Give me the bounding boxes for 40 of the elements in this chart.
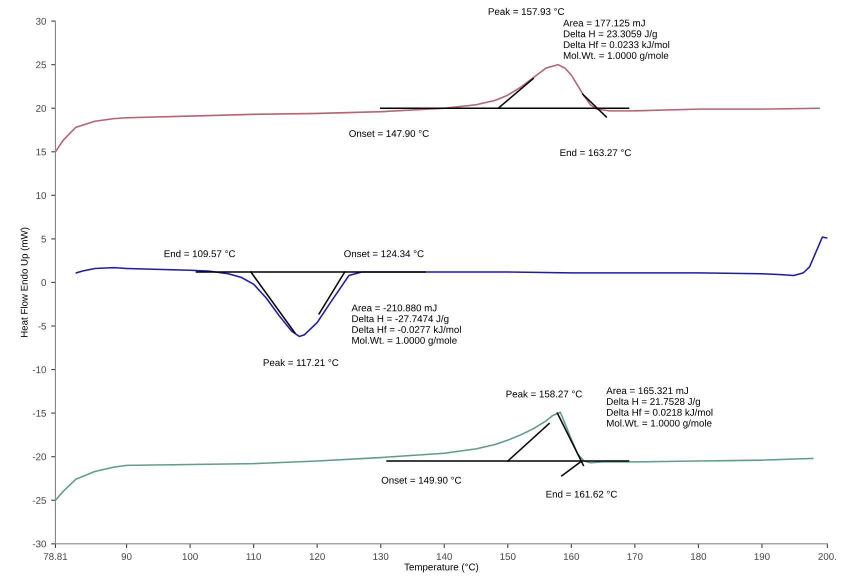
x-tick-label: 140 <box>436 553 452 560</box>
y-tick-label: 25 <box>36 61 46 68</box>
annotation: Peak = 158.27 °C <box>506 390 582 398</box>
y-tick-label: -5 <box>38 322 46 330</box>
annotation: Onset = 149.90 °C <box>382 476 462 484</box>
annotation: End = 163.27 °C <box>560 148 631 156</box>
x-tick-label: 200. <box>818 553 836 560</box>
x-tick-label: 190 <box>754 553 770 560</box>
y-tick-label: 10 <box>36 192 46 199</box>
annotation: Area = -210.880 mJ Delta H = -27.7474 J/g Delta Hf = -0.0277 kJ/mol Mol.Wt. = 1.0000 g/mole <box>352 304 461 346</box>
y-tick-label: -10 <box>32 366 46 374</box>
x-tick-label: 100 <box>182 553 198 560</box>
x-tick-label: 170 <box>628 553 643 560</box>
annotation: End = 109.57 °C <box>164 250 236 258</box>
y-tick-label: -20 <box>32 453 46 460</box>
x-tick-label: 160 <box>564 553 580 560</box>
x-tick-label: 120 <box>310 553 325 560</box>
text: Peak = 157.93 °C <box>488 8 564 15</box>
annotation: Area = 165.321 mJ Delta H = 21.7528 J/g Delta Hf = 0.0218 kJ/mol Mol.Wt. = 1.0000 g/mole <box>606 387 712 429</box>
annotation: Area = 177.125 mJ Delta H = 23.3059 J/g Delta Hf = 0.0233 kJ/mol Mol.Wt. = 1.0000 g/mole <box>563 20 670 61</box>
y-axis-title: Heat Flow Endo Up (mW) <box>20 228 30 338</box>
y-tick-label: -15 <box>32 410 46 417</box>
annotation: Onset = 147.90 °C <box>349 130 429 137</box>
annotation: Onset = 124.34 °C <box>344 250 424 258</box>
y-tick-label: 5 <box>41 236 46 243</box>
x-axis-title: Temperature (°C) <box>404 563 478 572</box>
x-tick-label: 130 <box>373 553 388 560</box>
y-tick-label: -30 <box>32 540 46 548</box>
annotation: End = 161.62 °C <box>546 490 617 498</box>
y-tick-label: 15 <box>36 148 46 156</box>
annotation: Peak = 117.21 °C <box>264 358 338 366</box>
y-tick-label: -25 <box>32 496 46 504</box>
x-tick-label: 90 <box>122 553 132 560</box>
y-tick-label: 20 <box>36 104 46 112</box>
x-tick-label: 180 <box>691 553 706 560</box>
x-tick-label: 110 <box>246 553 262 560</box>
y-tick-label: 30 <box>36 18 46 25</box>
y-tick-label: 0 <box>41 279 46 286</box>
x-tick-label: 150 <box>500 553 516 560</box>
x-tick-label: 78.81 <box>44 553 68 560</box>
